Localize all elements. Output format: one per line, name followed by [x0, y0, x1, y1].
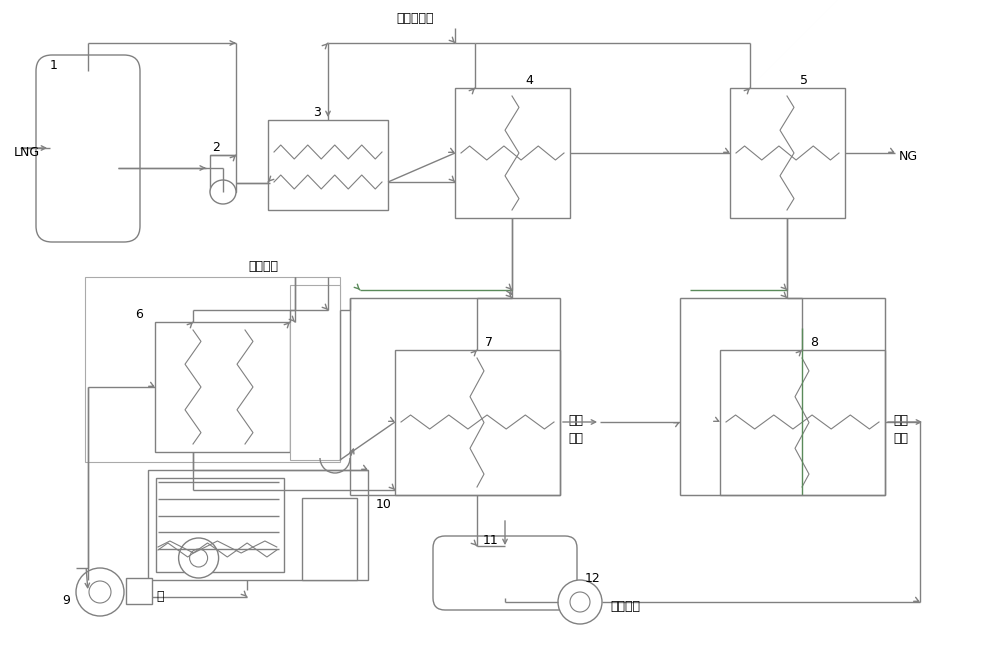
Circle shape — [89, 581, 111, 603]
Text: NG: NG — [899, 150, 918, 164]
Text: 8: 8 — [810, 336, 818, 349]
Bar — [350, 298, 560, 495]
Bar — [290, 285, 340, 460]
Ellipse shape — [210, 180, 236, 204]
Text: 3: 3 — [313, 106, 321, 119]
Text: 1: 1 — [50, 59, 58, 72]
Circle shape — [558, 580, 602, 624]
Text: 中间介质: 中间介质 — [610, 599, 640, 612]
Circle shape — [190, 549, 208, 567]
Bar — [210, 155, 236, 192]
Bar — [126, 578, 152, 604]
Text: 2: 2 — [212, 141, 220, 154]
Text: 海水: 海水 — [568, 414, 583, 427]
Bar — [720, 350, 885, 495]
Text: 海水: 海水 — [893, 414, 908, 427]
Text: 12: 12 — [585, 572, 601, 585]
Bar — [148, 470, 368, 580]
Text: 9: 9 — [62, 593, 70, 606]
FancyBboxPatch shape — [433, 536, 577, 610]
Bar — [268, 120, 388, 210]
Bar — [155, 322, 290, 452]
Text: 5: 5 — [800, 74, 808, 87]
Text: 水: 水 — [156, 589, 164, 602]
Text: 10: 10 — [376, 498, 392, 511]
Text: 4: 4 — [525, 74, 533, 87]
Text: 6: 6 — [135, 308, 143, 321]
Bar — [455, 88, 570, 218]
Circle shape — [179, 538, 219, 578]
Bar — [302, 498, 357, 580]
Text: 海水入口: 海水入口 — [248, 260, 278, 273]
Text: 11: 11 — [483, 534, 499, 547]
Bar — [395, 350, 560, 495]
Text: 7: 7 — [485, 336, 493, 349]
Bar — [680, 298, 885, 495]
Bar — [730, 88, 845, 218]
Text: LNG: LNG — [14, 145, 40, 158]
Text: 出口: 出口 — [893, 432, 908, 445]
Bar — [85, 277, 340, 462]
Text: 蒸发气入口: 蒸发气入口 — [396, 12, 434, 25]
Circle shape — [76, 568, 124, 616]
Text: 出口: 出口 — [568, 432, 583, 445]
Bar — [156, 478, 284, 572]
Circle shape — [570, 592, 590, 612]
FancyBboxPatch shape — [36, 55, 140, 242]
